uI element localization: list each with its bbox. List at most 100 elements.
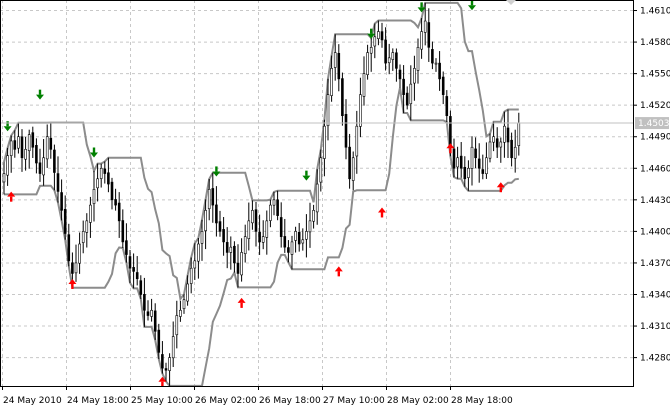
candle-body — [362, 73, 366, 97]
candle-body — [373, 36, 377, 47]
candle-body — [384, 39, 387, 64]
candle-body — [92, 189, 96, 204]
candle-body — [42, 157, 45, 176]
candle-body — [150, 309, 153, 317]
candle-body — [485, 157, 488, 175]
candle-body — [60, 192, 63, 211]
y-tick-label: 1.4460 — [640, 164, 670, 174]
candle-body — [416, 47, 420, 71]
y-tick-label: 1.4310 — [640, 322, 670, 332]
y-tick-label: 1.4610 — [640, 7, 670, 17]
candle-body — [474, 148, 477, 159]
buy-arrow-icon — [158, 376, 167, 387]
candle-body — [121, 220, 125, 243]
candle-body — [287, 247, 290, 253]
candle-body — [477, 158, 481, 169]
candle-body — [236, 262, 240, 274]
candle-body — [261, 236, 265, 243]
candle-body — [197, 243, 200, 262]
candle-body — [359, 94, 362, 127]
candle-body — [240, 252, 243, 276]
candle-body — [251, 210, 254, 224]
x-tick-label: 26 May 02:00 — [195, 396, 257, 406]
candle-body — [63, 208, 67, 234]
signal-arrows — [3, 0, 505, 387]
candle-body — [323, 125, 326, 159]
candle-body — [200, 231, 204, 244]
candle-body — [463, 166, 467, 180]
candle-body — [380, 31, 384, 41]
candle-body — [272, 199, 276, 206]
candle-body — [89, 204, 92, 223]
candle-body — [283, 236, 287, 248]
candle-body — [258, 231, 261, 243]
buy-arrow-icon — [378, 207, 386, 218]
sell-arrow-icon — [3, 121, 12, 132]
candle-body — [499, 141, 503, 148]
candle-body — [409, 83, 413, 105]
candle-body — [45, 136, 49, 160]
candle-body — [135, 272, 139, 280]
candle-body — [103, 168, 107, 174]
chart-grid — [0, 0, 633, 386]
y-tick-label: 1.4430 — [640, 196, 670, 206]
candle-body — [53, 149, 56, 173]
candle-body — [110, 181, 114, 201]
candle-body — [171, 336, 175, 359]
candle-body — [27, 134, 31, 152]
candle-body — [279, 217, 283, 237]
candle-body — [449, 116, 452, 148]
candle-body — [402, 78, 405, 95]
y-tick-label: 1.4520 — [640, 101, 670, 111]
candle-body — [290, 241, 294, 255]
candle-body — [153, 310, 157, 332]
candle-body — [351, 157, 355, 181]
candle-body — [17, 136, 20, 149]
candle-body — [481, 169, 485, 174]
x-tick-label: 28 May 18:00 — [451, 396, 513, 406]
candle-body — [333, 52, 337, 68]
candle-body — [179, 309, 182, 317]
candle-body — [492, 136, 495, 143]
candle-body — [56, 173, 60, 192]
candle-body — [297, 232, 301, 245]
candle-body — [81, 231, 85, 243]
candle-body — [276, 199, 279, 216]
candle-body — [24, 149, 27, 160]
y-tick-label: 1.4550 — [640, 70, 670, 80]
channel-upper-line — [3, 1, 519, 302]
candle-body — [164, 368, 168, 371]
candle-body — [193, 260, 197, 269]
candle-body — [330, 68, 333, 96]
candle-body — [85, 220, 89, 233]
candle-body — [395, 52, 398, 69]
candle-body — [168, 357, 171, 371]
candle-body — [423, 20, 427, 33]
candle-body — [420, 31, 423, 50]
x-tick-label: 25 May 10:00 — [131, 396, 193, 406]
candle-body — [218, 221, 222, 232]
sell-arrow-icon — [367, 28, 376, 39]
candle-body — [211, 188, 215, 206]
candle-body — [312, 210, 315, 222]
candle-body — [315, 183, 319, 213]
candle-body — [222, 229, 225, 243]
x-axis: 24 May 2010 24 May 18:00 25 May 10:00 26 Ma… — [2, 386, 513, 406]
chart-axes — [0, 0, 634, 387]
candle-body — [467, 167, 470, 178]
candle-body — [495, 138, 499, 148]
candle-body — [355, 125, 359, 157]
candle-body — [31, 132, 35, 148]
candle-body — [96, 178, 99, 189]
buy-arrow-icon — [7, 191, 16, 202]
y-tick-label: 1.4340 — [640, 290, 670, 300]
x-tick-label: 28 May 02:00 — [387, 396, 449, 406]
y-tick-label: 1.4490 — [640, 133, 670, 143]
candle-body — [38, 162, 42, 174]
candle-body — [301, 239, 305, 244]
channel-lower-line — [4, 87, 519, 387]
candle-body — [71, 262, 74, 274]
candle-body — [161, 354, 164, 369]
candle-body — [186, 283, 189, 302]
